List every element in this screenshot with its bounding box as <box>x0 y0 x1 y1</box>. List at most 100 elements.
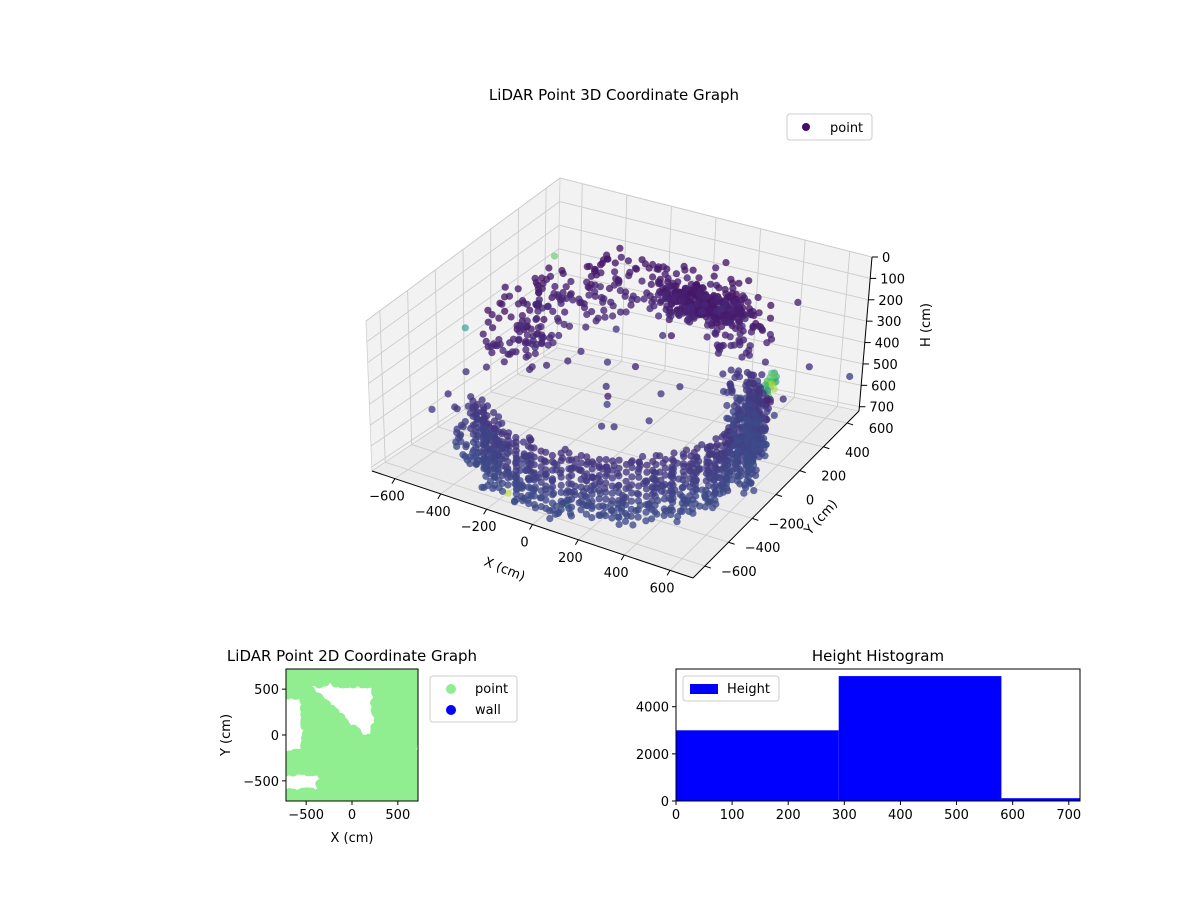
point-3d <box>572 483 579 490</box>
point-3d <box>723 402 730 409</box>
point-3d <box>565 480 572 487</box>
point-3d <box>502 470 509 477</box>
point-2d <box>396 758 406 768</box>
point-3d <box>703 459 710 466</box>
x-tick-label-3d-3: 0 <box>520 536 528 551</box>
point-3d <box>565 473 572 480</box>
point-3d <box>757 323 764 330</box>
point-3d <box>652 461 659 468</box>
point-3d <box>547 273 554 280</box>
point-3d <box>551 460 558 467</box>
x-tick-label-hist-3: 300 <box>832 808 857 823</box>
point-3d <box>665 495 672 502</box>
point-3d <box>637 502 644 509</box>
legend-marker-point-2d <box>446 684 456 694</box>
point-3d <box>551 283 558 290</box>
point-3d <box>485 319 492 326</box>
point-3d <box>515 285 522 292</box>
point-3d <box>653 510 660 517</box>
scatter-2d-area <box>281 664 423 806</box>
point-3d <box>596 503 603 510</box>
legend-label-wall-2d: wall <box>475 703 501 718</box>
point-3d <box>763 339 770 346</box>
y-tick-3d-5 <box>823 447 829 449</box>
point-3d <box>666 482 673 489</box>
point-3d <box>562 446 569 453</box>
point-2d <box>334 714 344 724</box>
point-2d <box>380 673 390 683</box>
point-3d <box>487 343 494 350</box>
point-3d <box>577 492 584 499</box>
point-3d <box>763 408 770 415</box>
histogram-title: Height Histogram <box>812 647 944 665</box>
point-3d <box>616 457 623 464</box>
point-3d <box>762 359 769 366</box>
point-3d <box>611 509 618 516</box>
point-3d <box>573 456 580 463</box>
x-tick-3d-2 <box>484 509 487 514</box>
x-tick-label-2d-1: 0 <box>348 808 356 823</box>
point-3d <box>489 311 496 318</box>
point-3d <box>674 460 681 467</box>
point-3d <box>687 304 694 311</box>
point-3d <box>502 284 509 291</box>
point-3d <box>642 478 649 485</box>
point-3d <box>727 380 734 387</box>
point-3d <box>624 512 631 519</box>
point-3d <box>629 521 636 528</box>
point-3d <box>543 470 550 477</box>
point-3d <box>745 277 752 284</box>
y-tick-label-hist-1: 2000 <box>636 748 669 763</box>
legend-3d: point <box>787 114 872 140</box>
point-3d <box>552 466 559 473</box>
point-3d <box>714 293 721 300</box>
point-2d <box>328 795 338 805</box>
point-3d <box>668 332 675 339</box>
y-tick-3d-1 <box>729 542 735 544</box>
legend-marker-wall-2d <box>446 705 456 715</box>
point-3d <box>473 414 480 421</box>
x-tick-3d-0 <box>392 479 395 484</box>
point-3d <box>747 311 754 318</box>
x-tick-3d-5 <box>621 555 624 560</box>
point-3d <box>545 264 552 271</box>
point-3d <box>520 439 527 446</box>
point-3d <box>734 438 741 445</box>
point-2d <box>401 681 411 691</box>
point-3d <box>680 496 687 503</box>
point-3d <box>655 291 662 298</box>
point-3d <box>609 312 616 319</box>
point-3d <box>499 347 506 354</box>
z-tick-label-3d-2: 200 <box>878 294 903 309</box>
point-3d <box>719 305 726 312</box>
point-3d <box>538 487 545 494</box>
point-3d <box>496 300 503 307</box>
point-3d <box>501 293 508 300</box>
point-3d <box>703 293 710 300</box>
point-3d <box>695 274 702 281</box>
point-3d <box>616 245 623 252</box>
legend-label-height: Height <box>727 682 770 697</box>
y-tick-label-3d-6: 600 <box>869 422 894 437</box>
point-3d <box>516 322 523 329</box>
point-3d <box>558 482 565 489</box>
point-3d <box>655 266 662 273</box>
point-3d <box>551 253 558 260</box>
point-3d <box>453 429 460 436</box>
point-2d <box>293 687 303 697</box>
point-3d <box>744 416 751 423</box>
point-3d <box>595 511 602 518</box>
point-3d <box>652 502 659 509</box>
point-2d <box>406 792 416 802</box>
point-3d <box>663 302 670 309</box>
point-3d <box>758 371 765 378</box>
point-3d <box>614 500 621 507</box>
point-2d <box>310 743 320 753</box>
point-3d <box>713 282 720 289</box>
point-3d <box>750 391 757 398</box>
point-3d <box>564 357 571 364</box>
point-3d <box>734 448 741 455</box>
x-tick-label-hist-4: 400 <box>888 808 913 823</box>
point-2d <box>361 746 371 756</box>
x-tick-3d-3 <box>530 525 533 530</box>
